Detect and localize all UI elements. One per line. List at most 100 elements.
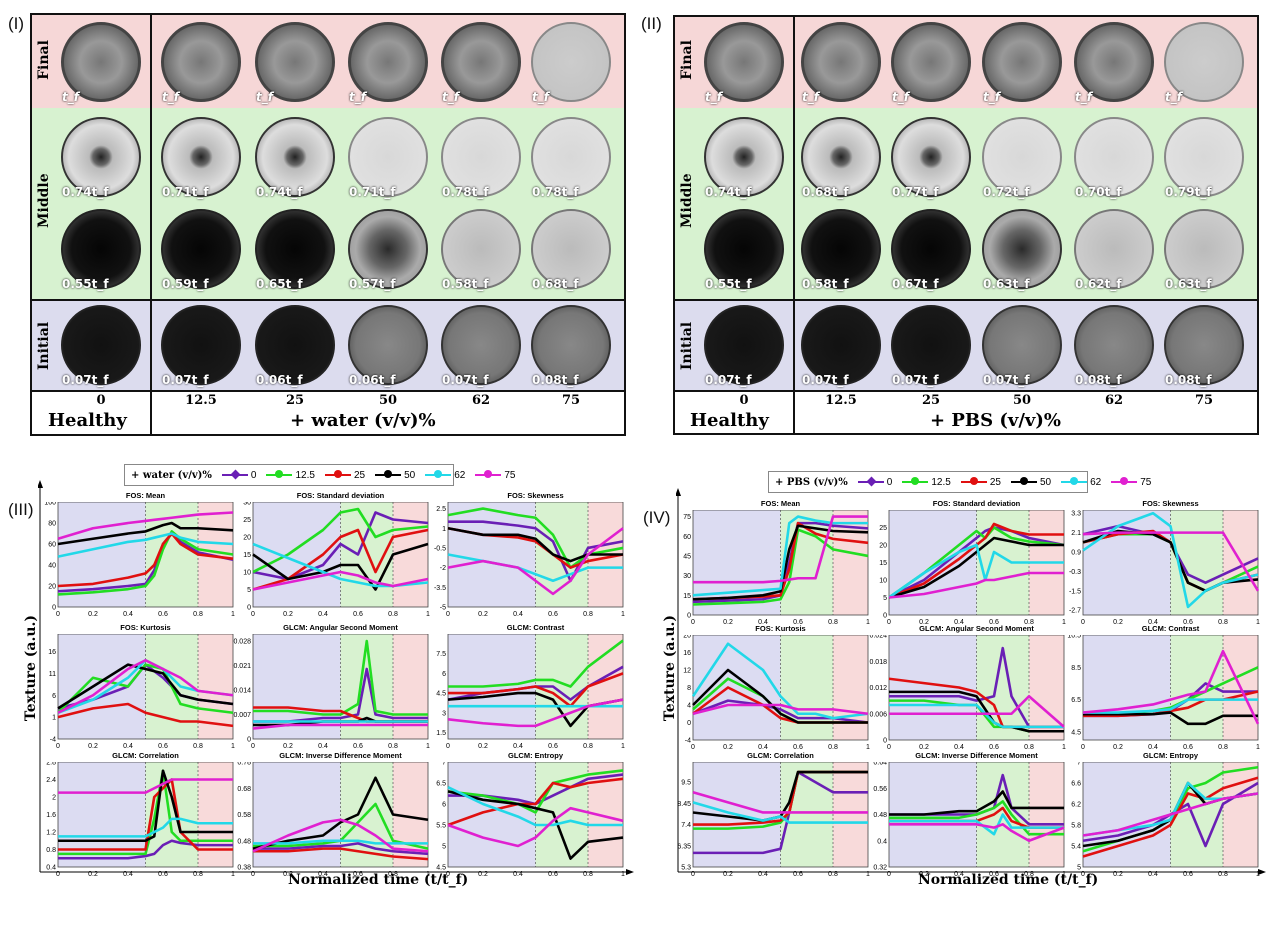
subplot-title: FOS: Kurtosis	[755, 624, 806, 633]
droplet-disc	[255, 305, 335, 385]
subplot: FOS: Mean 0 15 30 45 60 75 0 0.2 0.4 0.6 0.8 1	[683, 499, 870, 626]
concentration-label: 75	[561, 393, 581, 408]
time-label: 0.70t_f	[1075, 185, 1122, 199]
y-tick-label: 4	[687, 703, 691, 710]
series-line-75	[692, 791, 868, 814]
y-tick-label: 10	[243, 570, 251, 577]
series-line-75	[693, 515, 868, 584]
y-tick-label: 7	[442, 762, 446, 767]
y-tick-label: 5	[883, 595, 887, 602]
x-tick-label: 0.8	[1024, 619, 1034, 626]
subplot-frame	[1082, 510, 1259, 616]
panel-i-divider	[32, 299, 624, 301]
x-tick-label: 0	[1081, 744, 1085, 751]
y-tick-label: 0	[883, 613, 887, 620]
time-label: 0.77t_f	[892, 185, 939, 199]
y-tick-label: 16	[48, 649, 56, 656]
x-tick-label: 0	[691, 744, 695, 751]
legend-item: 75	[475, 470, 515, 481]
y-tick-label: 0.32	[873, 865, 887, 872]
phase-region	[833, 762, 868, 867]
droplet-image: 0.67t_f	[887, 207, 975, 293]
series-line-12-5	[447, 769, 624, 814]
y-tick-label: 40	[48, 563, 56, 570]
droplet-image: 0.71t_f	[344, 115, 432, 201]
subplot-svg: -2.7 -1.5 -0.3 0.9 2.1 3.3 0 0.2 0.4 0.6 0.8 1	[1069, 510, 1260, 626]
droplet-image: t_f	[57, 20, 145, 106]
y-tick-label: 7.5	[436, 651, 446, 658]
series-line-75	[57, 658, 234, 714]
series-line-50	[692, 524, 869, 601]
series-line-12-5	[253, 802, 429, 850]
x-tick-label: 0.2	[283, 611, 293, 618]
panel-i-healthy-label: Healthy	[48, 410, 127, 431]
subplot: GLCM: Correlation 0.4 0.8 1.2 1.6 2 2.4 2.8 0 0.2…	[46, 751, 235, 878]
subplot-svg: 0 5 10 15 20 25 30 0 0.2 0.4 0.6 0.8 1	[243, 502, 430, 618]
x-tick-label: 0	[56, 871, 60, 878]
droplet-image: 0.74t_f	[57, 115, 145, 201]
droplet-disc	[801, 305, 881, 385]
x-tick-label: 0.4	[954, 871, 964, 878]
droplet-disc	[61, 117, 141, 197]
y-tick-label: 5.4	[1071, 844, 1081, 851]
droplet-image: 0.65t_f	[251, 207, 339, 293]
x-tick-label: 0.6	[548, 743, 558, 750]
x-tick-label: 1	[621, 743, 625, 750]
legend-item: 62	[425, 470, 465, 481]
droplet-image: 0.07t_f	[157, 303, 245, 389]
time-label: 0.07t_f	[802, 373, 849, 387]
time-label: 0.08t_f	[1165, 373, 1212, 387]
y-tick-label: 25	[243, 517, 251, 524]
y-tick-label: -0.5	[434, 545, 446, 552]
x-tick-label: 1	[231, 743, 235, 750]
x-tick-label: 0.2	[478, 871, 488, 878]
x-tick-label: 0	[56, 743, 60, 750]
x-tick-label: 0	[446, 871, 450, 878]
panel-ii-label: (II)	[641, 14, 662, 33]
x-tick-label: 0.8	[828, 744, 838, 751]
legend-item: 12.5	[902, 477, 951, 488]
subplot-svg: 1.5 3 4.5 6 7.5 0 0.2 0.4 0.6 0.8 1	[436, 634, 625, 750]
y-tick-label: 3	[442, 710, 446, 717]
x-tick-label: 0.6	[548, 871, 558, 878]
droplet-image: t_f	[437, 20, 525, 106]
series-line-25	[252, 528, 429, 591]
x-tick-label: 1	[231, 611, 235, 618]
x-tick-label: 0.8	[1218, 871, 1228, 878]
x-tick-label: 1	[426, 743, 430, 750]
y-tick-label: 20	[243, 535, 251, 542]
phase-region	[780, 635, 833, 740]
droplet-disc	[348, 117, 428, 197]
panel-ii-group-label: + PBS (v/v)%	[930, 410, 1061, 431]
subplot: FOS: Skewness -2.7 -1.5 -0.3 0.9 2.1 3.3 0 0.2 0.…	[1069, 499, 1260, 626]
droplet-disc	[441, 305, 521, 385]
droplet-disc	[441, 117, 521, 197]
phase-region	[58, 762, 146, 867]
y-tick-label: 3.3	[1071, 511, 1081, 518]
x-tick-label: 0.2	[1113, 871, 1123, 878]
x-tick-label: 0.8	[583, 611, 593, 618]
subplot-title: FOS: Kurtosis	[120, 623, 171, 632]
x-tick-label: 0.4	[318, 871, 328, 878]
droplet-image: 0.08t_f	[527, 303, 615, 389]
droplet-image: t_f	[978, 20, 1066, 106]
subplot-svg: -5 -3.5 -2 -0.5 1 2.5 0 0.2 0.4 0.6 0.8 1	[434, 502, 625, 618]
subplot-svg: 5 5.4 5.8 6.2 6.6 7 0 0.2 0.4 0.6 0.8 1	[1071, 762, 1260, 878]
y-tick-label: 16	[683, 650, 691, 657]
x-tick-label: 0.4	[758, 744, 768, 751]
x-tick-label: 0	[691, 619, 695, 626]
phase-region	[833, 635, 868, 740]
x-tick-label: 0.4	[758, 619, 768, 626]
series-line-50	[252, 542, 429, 591]
droplet-disc	[441, 209, 521, 289]
series-line-75	[889, 694, 1065, 728]
series-line-25	[57, 532, 234, 588]
time-label: 0.67t_f	[892, 277, 939, 291]
droplet-image: 0.55t_f	[57, 207, 145, 293]
droplet-image: 0.68t_f	[797, 115, 885, 201]
x-tick-label: 0	[691, 871, 695, 878]
subplot-svg: 4.5 6.5 8.5 10.5 0 0.2 0.4 0.6 0.8 1	[1067, 635, 1260, 751]
time-label: t_f	[705, 90, 722, 104]
droplet-image: 0.77t_f	[887, 115, 975, 201]
series-line-12-5	[57, 530, 234, 596]
